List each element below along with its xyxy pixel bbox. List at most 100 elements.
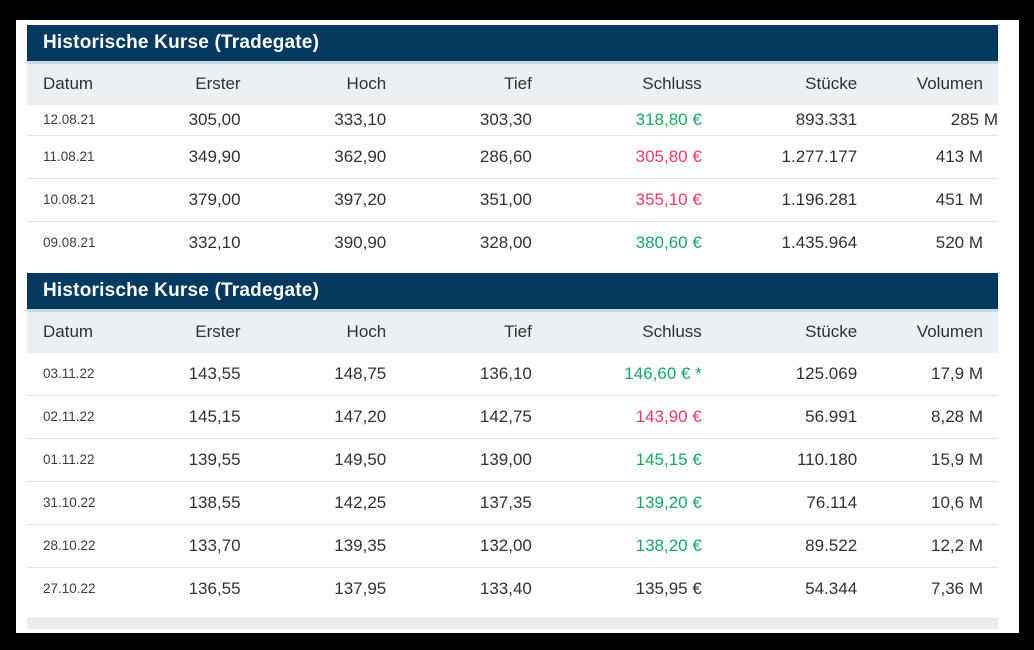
- page: Historische Kurse (Tradegate) Datum Erste…: [16, 20, 1019, 633]
- column-header-row: Datum Erster Hoch Tief Schluss Stücke Volumen: [27, 312, 998, 353]
- column-header-row: Datum Erster Hoch Tief Schluss Stücke Volumen: [27, 64, 998, 105]
- cell-datum: 28.10.22: [27, 524, 168, 568]
- cell-schluss: 305,80 €: [531, 135, 702, 179]
- cell-tief: 137,35: [386, 481, 532, 525]
- cell-hoch: 139,35: [240, 524, 387, 568]
- table-title: Historische Kurse (Tradegate): [43, 32, 320, 53]
- cell-tief: 132,00: [386, 524, 532, 568]
- column-header-hoch: Hoch: [240, 312, 387, 353]
- cell-schluss: 143,90 €: [531, 395, 702, 439]
- cell-volumen: 413 M: [857, 135, 998, 179]
- table-row: 12.08.21 305,00 333,10 303,30 318,80 € 893.33…: [27, 105, 998, 136]
- table-row: 02.11.22 145,15 147,20 142,75 143,90 €56.991…: [27, 395, 998, 439]
- cell-volumen: 10,6 M: [857, 481, 998, 525]
- historical-quotes-table-2022: Historische Kurse (Tradegate) Datum Erste…: [27, 273, 998, 610]
- cell-erster: 145,15: [167, 395, 241, 439]
- cell-stuecke: 89.522: [701, 524, 858, 568]
- cell-stuecke: 1.196.281: [701, 178, 858, 222]
- column-header-volumen: Volumen: [857, 312, 998, 353]
- cell-schluss: 138,20 €: [531, 524, 702, 568]
- cell-hoch: 142,25: [240, 481, 387, 525]
- table-row: 10.08.21 379,00 397,20 351,00 355,10 €1.196.…: [27, 178, 998, 222]
- cell-stuecke: 54.344: [701, 567, 858, 610]
- cell-schluss: 145,15 €: [531, 438, 702, 482]
- cell-erster: 138,55: [167, 481, 241, 525]
- cell-volumen: 8,28 M: [857, 395, 998, 439]
- cell-volumen: 285 M: [950, 110, 998, 129]
- cell-volumen: 12,2 M: [857, 524, 998, 568]
- column-header-tief: Tief: [386, 64, 532, 105]
- cell-erster: 139,55: [167, 438, 241, 482]
- cell-volumen: 7,36 M: [857, 567, 998, 610]
- table-row: 11.08.21 349,90 362,90 286,60 305,80 €1.277.…: [27, 135, 998, 179]
- cell-hoch: 149,50: [240, 438, 387, 482]
- cell-datum: 11.08.21: [27, 135, 168, 179]
- cell-erster: 349,90: [167, 135, 241, 179]
- cell-erster: 305,00: [188, 110, 241, 129]
- cell-stuecke: 893.331: [795, 110, 858, 129]
- cell-hoch: 397,20: [240, 178, 387, 222]
- cell-schluss: 139,20 €: [531, 481, 702, 525]
- cell-datum: 01.11.22: [27, 438, 168, 482]
- cell-schluss: 135,95 €: [531, 567, 702, 610]
- table-row: 03.11.22 143,55 148,75 136,10 146,60 € * 125.…: [27, 353, 998, 396]
- cell-stuecke: 1.277.177: [701, 135, 858, 179]
- historical-quotes-table-2021: Historische Kurse (Tradegate) Datum Erste…: [27, 25, 998, 264]
- cell-datum: 09.08.21: [27, 221, 168, 264]
- cell-stuecke: 125.069: [795, 364, 858, 383]
- cell-hoch: 362,90: [240, 135, 387, 179]
- cell-stuecke: 56.991: [701, 395, 858, 439]
- cell-erster: 332,10: [167, 221, 241, 264]
- column-header-erster: Erster: [167, 312, 241, 353]
- cell-volumen: 520 M: [857, 221, 998, 264]
- cell-datum: 12.08.21: [43, 112, 96, 127]
- cell-volumen: 17,9 M: [931, 364, 983, 383]
- quotes-table: Datum Erster Hoch Tief Schluss Stücke Volumen …: [27, 312, 998, 610]
- column-header-erster: Erster: [167, 64, 241, 105]
- cell-stuecke: 1.435.964: [701, 221, 858, 264]
- cell-datum: 27.10.22: [27, 567, 168, 610]
- column-header-datum: Datum: [27, 64, 168, 105]
- table-title: Historische Kurse (Tradegate): [43, 280, 320, 301]
- table-row: 31.10.22 138,55 142,25 137,35 139,20 €76.114…: [27, 481, 998, 525]
- clipped-next-row: [27, 618, 998, 629]
- table-row: 09.08.21 332,10 390,90 328,00 380,60 €1.435.…: [27, 221, 998, 264]
- cell-tief: 136,10: [479, 364, 532, 383]
- cell-hoch: 147,20: [240, 395, 387, 439]
- cell-tief: 139,00: [386, 438, 532, 482]
- cell-tief: 351,00: [386, 178, 532, 222]
- cell-erster: 133,70: [167, 524, 241, 568]
- column-header-volumen: Volumen: [857, 64, 998, 105]
- cell-stuecke: 76.114: [701, 481, 858, 525]
- cell-tief: 286,60: [386, 135, 532, 179]
- cell-datum: 03.11.22: [43, 366, 95, 381]
- column-header-schluss: Schluss: [531, 64, 702, 105]
- table-row: 28.10.22 133,70 139,35 132,00 138,20 €89.522…: [27, 524, 998, 568]
- cell-hoch: 148,75: [334, 364, 387, 383]
- column-header-schluss: Schluss: [531, 312, 702, 353]
- cell-datum: 10.08.21: [27, 178, 168, 222]
- cell-datum: 31.10.22: [27, 481, 168, 525]
- cell-erster: 143,55: [188, 364, 241, 383]
- column-header-tief: Tief: [386, 312, 532, 353]
- cell-stuecke: 110.180: [701, 438, 858, 482]
- table-spacer: [27, 264, 998, 273]
- cell-tief: 133,40: [386, 567, 532, 610]
- column-header-stuecke: Stücke: [701, 64, 858, 105]
- table-row: 27.10.22 136,55 137,95 133,40 135,95 €54.344…: [27, 567, 998, 610]
- cell-schluss: 380,60 €: [531, 221, 702, 264]
- cell-hoch: 390,90: [240, 221, 387, 264]
- cell-tief: 142,75: [386, 395, 532, 439]
- table-title-bar: Historische Kurse (Tradegate): [27, 25, 998, 64]
- quotes-table: Datum Erster Hoch Tief Schluss Stücke Volumen …: [27, 64, 998, 264]
- cell-schluss: 318,80 €: [635, 110, 702, 129]
- cell-tief: 328,00: [386, 221, 532, 264]
- cell-volumen: 451 M: [857, 178, 998, 222]
- cell-hoch: 137,95: [240, 567, 387, 610]
- cell-tief: 303,30: [479, 110, 532, 129]
- cell-schluss: 146,60 € *: [624, 364, 702, 383]
- table-row: 01.11.22 139,55 149,50 139,00 145,15 €110.18…: [27, 438, 998, 482]
- cell-erster: 379,00: [167, 178, 241, 222]
- column-header-stuecke: Stücke: [701, 312, 858, 353]
- cell-hoch: 333,10: [334, 110, 387, 129]
